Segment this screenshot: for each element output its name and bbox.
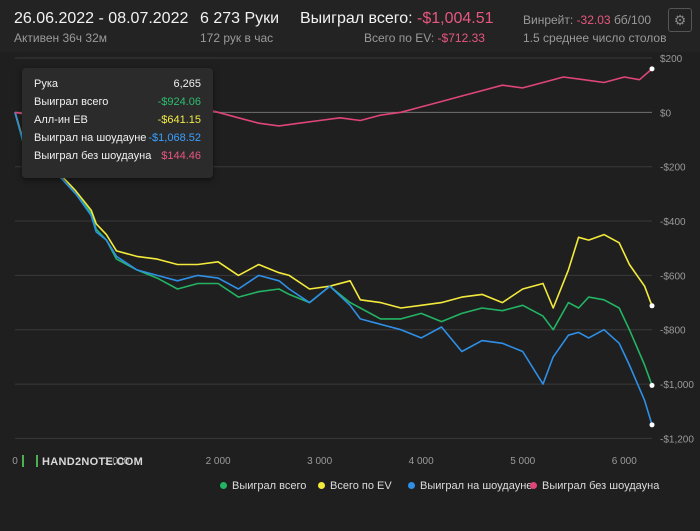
tooltip-row: Выиграл всего -$924.06 [22,94,213,112]
series-end-point [649,66,655,72]
won-total-label: Выиграл всего: [300,10,413,27]
hover-tooltip: Рука 6,265 Выиграл всего -$924.06 Алл-ин… [22,68,213,178]
x-tick-label: 2 000 [206,456,231,467]
tooltip-value: 6,265 [173,78,201,90]
series-line-ev [14,112,653,309]
winrate-unit: бб/100 [613,13,652,27]
x-tick-label: 6 000 [612,456,637,467]
tooltip-label: Выиграл без шоудауна [34,150,152,162]
tooltip-value: $144.46 [161,150,201,162]
tooltip-row: Алл-ин ЕВ -$641.15 [22,112,213,130]
tooltip-label: Алл-ин ЕВ [34,114,88,126]
x-tick-label: 5 000 [510,456,535,467]
x-axis-ticks: 0 1 000 2 000 3 000 4 000 5 000 6 000 [12,456,637,467]
legend-dot-icon [408,481,415,489]
y-tick-label: -$800 [660,326,686,337]
legend-item-ev[interactable]: Всего по EV [318,480,392,492]
legend-dot-icon [220,481,227,489]
logo-text: HAND2NOTE.COM [42,456,144,468]
legend-label: Всего по EV [330,480,392,492]
y-tick-label: -$600 [660,271,686,282]
tooltip-label: Выиграл на шоудауне [34,132,147,144]
ev-total-value: -$712.33 [437,31,485,45]
legend-dot-icon [318,481,325,489]
tooltip-row: Рука 6,265 [22,76,213,94]
logo-mark-icon [22,455,38,468]
winrate-value: -32.03 [576,13,611,27]
legend-item-won[interactable]: Выиграл всего [220,480,306,492]
series-end-point [649,382,655,388]
winrate: Винрейт: -32.03 бб/100 [523,13,651,27]
legend-label: Выиграл на шоудауне [420,480,533,492]
ev-total-label: Всего по EV: [364,31,435,45]
y-tick-label: $0 [660,108,672,119]
hands-per-hour: 172 рук в час [200,31,274,45]
header-bar [0,0,700,52]
tooltip-row: Выиграл без шоудауна $144.46 [22,148,213,166]
settings-gear-icon[interactable]: ⚙ [668,8,692,32]
tooltip-value: -$641.15 [157,114,201,126]
legend-label: Выиграл всего [232,480,307,492]
legend-label: Выиграл без шоудауна [542,480,660,492]
y-tick-label: $200 [660,54,683,65]
x-tick-label: 0 [12,456,18,467]
tooltip-label: Выиграл всего [34,96,109,108]
tooltip-label: Рука [34,78,59,90]
series-end-point [649,303,655,309]
series-line-won [14,112,653,386]
legend-item-nonshowdown[interactable]: Выиграл без шоудауна [530,480,659,492]
y-tick-label: -$1,200 [660,434,694,445]
ev-total: Всего по EV: -$712.33 [364,31,485,45]
y-tick-label: -$400 [660,217,686,228]
date-range: 26.06.2022 - 08.07.2022 [14,10,189,27]
tooltip-row: Выиграл на шоудауне -$1,068.52 [22,130,213,148]
tooltip-value: -$924.06 [157,96,201,108]
hands-count: 6 273 Руки [200,10,280,27]
y-tick-label: -$200 [660,163,686,174]
x-tick-label: 4 000 [409,456,434,467]
series-line-showdown [14,112,653,426]
winrate-label: Винрейт: [523,13,574,27]
y-axis-ticks: $200 $0 -$200 -$400 -$600 -$800 -$1,000 -$1,200 [660,54,694,445]
x-tick-label: 3 000 [307,456,332,467]
legend-dot-icon [530,481,537,489]
x-tick-label: 1 000 [104,456,129,467]
tables-avg: 1.5 среднее число столов [523,31,667,45]
active-time: Активен 36ч 32м [14,31,107,45]
won-total-value: -$1,004.51 [417,10,494,27]
tooltip-value: -$1,068.52 [148,132,201,144]
chart-legend: Выиграл всего Всего по EV Выиграл на шоу… [210,480,690,496]
series-end-point [649,422,655,428]
y-tick-label: -$1,000 [660,380,694,391]
legend-item-showdown[interactable]: Выиграл на шоудауне [408,480,532,492]
hand2note-logo: HAND2NOTE.COM [22,455,144,468]
won-total: Выиграл всего: -$1,004.51 [300,10,494,28]
